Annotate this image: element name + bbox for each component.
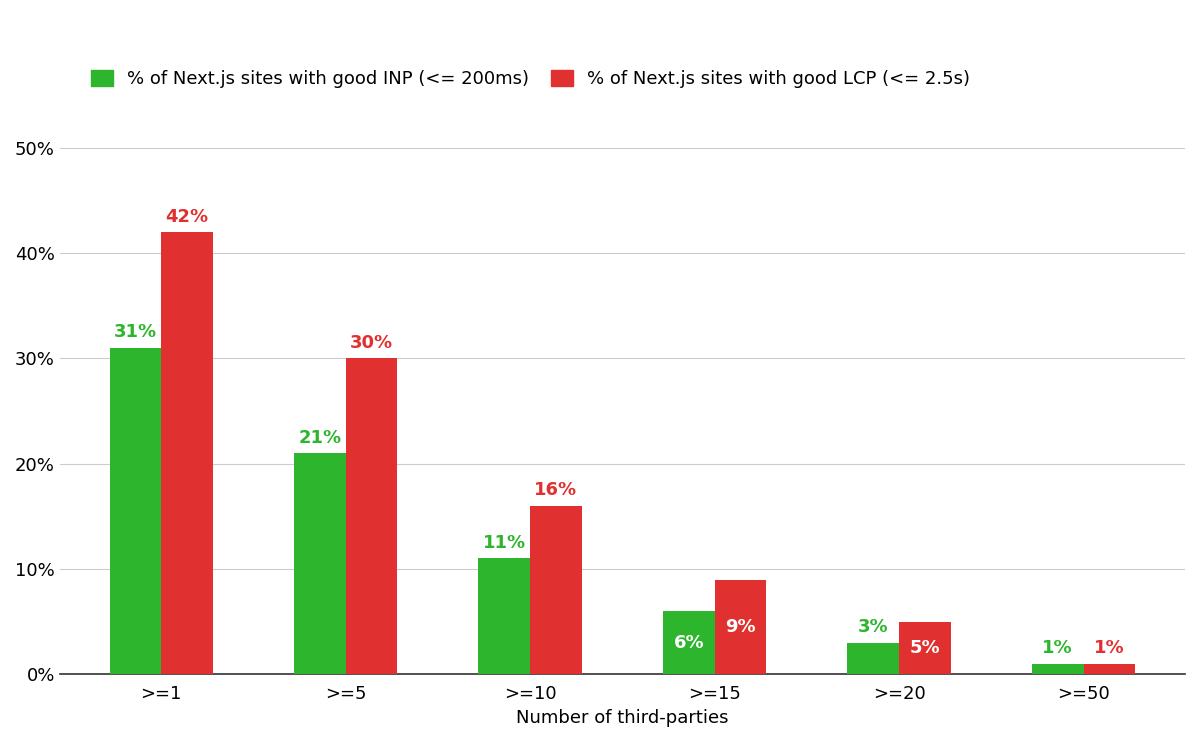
Bar (530, 506, 582, 674)
Bar (1084, 664, 1135, 674)
Text: 1%: 1% (1043, 640, 1073, 657)
Text: 30%: 30% (350, 334, 394, 352)
Bar (109, 348, 161, 674)
Text: 16%: 16% (534, 482, 577, 499)
Text: 9%: 9% (725, 618, 756, 636)
Bar (294, 453, 346, 674)
Bar (1032, 664, 1084, 674)
Text: 31%: 31% (114, 324, 157, 341)
Text: 11%: 11% (482, 534, 526, 552)
Text: 42%: 42% (166, 208, 209, 226)
Text: 1%: 1% (1094, 640, 1124, 657)
Bar (715, 580, 767, 674)
Text: 21%: 21% (299, 429, 342, 447)
Bar (346, 358, 397, 674)
Text: 6%: 6% (673, 634, 704, 651)
Bar (479, 559, 530, 674)
Bar (847, 643, 899, 674)
X-axis label: Number of third-parties: Number of third-parties (516, 709, 728, 727)
Bar (662, 611, 715, 674)
Legend: % of Next.js sites with good INP (<= 200ms), % of Next.js sites with good LCP (<: % of Next.js sites with good INP (<= 200… (91, 70, 970, 88)
Text: 3%: 3% (858, 618, 888, 637)
Bar (899, 622, 950, 674)
Bar (161, 232, 212, 674)
Text: 5%: 5% (910, 639, 941, 657)
